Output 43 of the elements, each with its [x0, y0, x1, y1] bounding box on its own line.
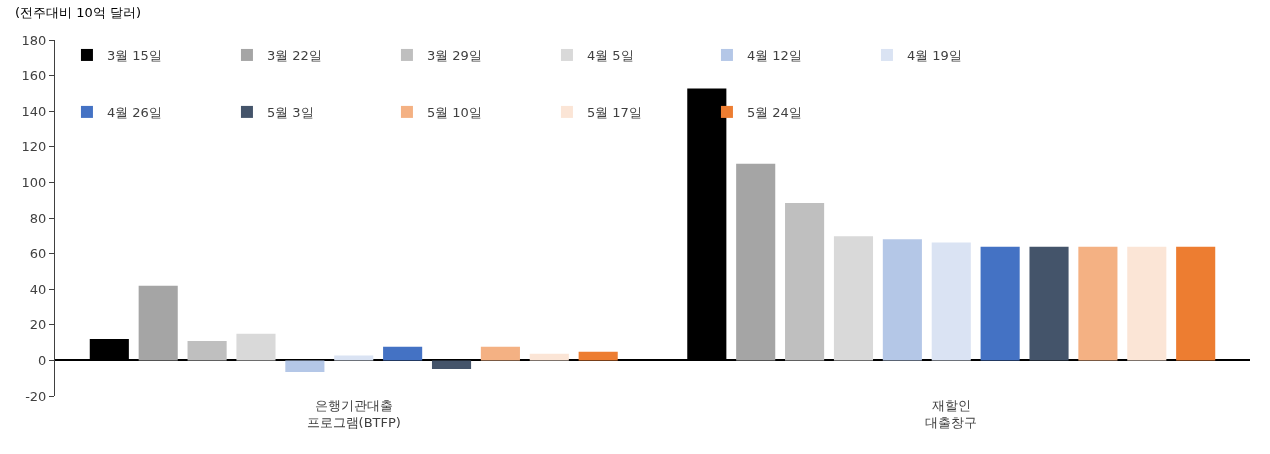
legend-label: 3월 22일	[266, 48, 322, 64]
bar	[736, 163, 776, 361]
legend-label: 5월 3일	[266, 104, 314, 120]
bar	[833, 236, 874, 361]
y-tick-label: 160	[21, 68, 47, 84]
legend-label: 3월 29일	[426, 48, 482, 64]
y-tick-label: 180	[21, 32, 47, 48]
legend-label: 5월 10일	[426, 104, 482, 120]
legend-label: 5월 17일	[586, 104, 642, 120]
bar	[480, 346, 520, 361]
bar	[431, 360, 472, 370]
x-tick-label: 은행기관대출 프로그램(BTFP)	[306, 398, 401, 430]
y-tick-label: 0	[38, 352, 47, 368]
y-tick-label: 140	[21, 103, 47, 119]
bar	[931, 242, 971, 361]
y-tick-label: 120	[21, 139, 47, 155]
bar	[187, 341, 227, 361]
bar	[383, 346, 423, 361]
legend-label: 4월 19일	[906, 48, 962, 64]
bar	[578, 351, 618, 361]
bar	[1127, 246, 1167, 361]
bar	[236, 333, 276, 361]
y-tick-label: 40	[29, 281, 47, 297]
legend-label: 5월 24일	[746, 104, 802, 120]
bar	[1029, 246, 1069, 361]
legend-label: 4월 5일	[586, 48, 634, 64]
y-axis-title: (전주대비 10억 달러)	[15, 5, 141, 20]
x-tick-label: 재할인 대출창구	[925, 398, 978, 430]
bar	[980, 246, 1020, 361]
legend-label: 3월 15일	[106, 48, 162, 64]
y-tick-label: 80	[29, 210, 47, 226]
bar	[1176, 246, 1216, 361]
legend-label: 4월 26일	[106, 104, 162, 120]
y-tick-label: 20	[29, 317, 47, 333]
y-tick-label: 100	[21, 174, 47, 190]
bar	[882, 239, 922, 361]
bar	[285, 360, 325, 372]
bar	[785, 203, 825, 361]
bar	[1078, 246, 1118, 361]
bar	[138, 285, 178, 361]
y-tick-label: -20	[25, 388, 47, 404]
legend-label: 4월 12일	[746, 48, 802, 64]
y-tick-label: 60	[29, 246, 47, 262]
